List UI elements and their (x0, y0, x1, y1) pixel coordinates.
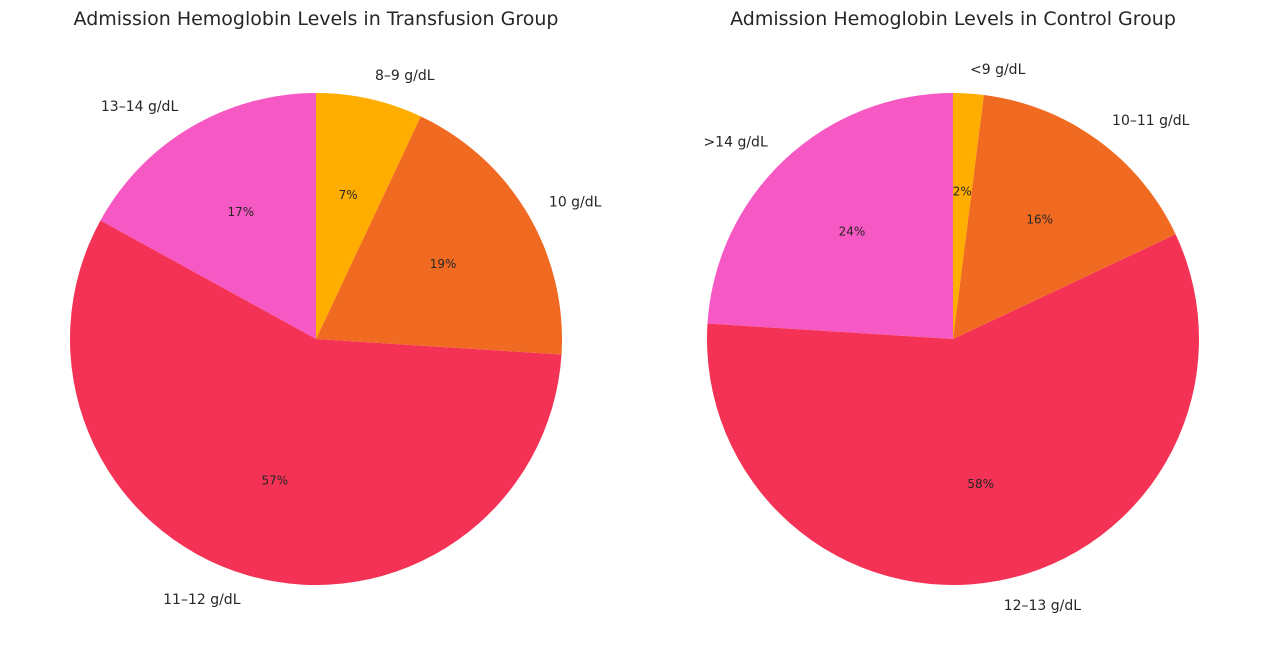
transfusion-slice-2 (69, 220, 562, 586)
control-category-label-3: 10–11 g/dL (1112, 113, 1190, 129)
transfusion-percent-label-4: 7% (339, 188, 358, 202)
transfusion-category-label-2: 11–12 g/dL (163, 592, 241, 608)
transfusion-category-label-3: 10 g/dL (549, 194, 602, 210)
chart-title-control: Admission Hemoglobin Levels in Control G… (730, 8, 1176, 30)
control-percent-label-3: 16% (1026, 213, 1053, 227)
transfusion-percent-label-3: 19% (430, 257, 457, 271)
control-percent-label-1: 24% (839, 224, 866, 238)
transfusion-percent-label-1: 17% (228, 205, 255, 219)
control-slice-1 (707, 93, 953, 339)
transfusion-slice-1 (100, 93, 316, 339)
control-slice-2 (707, 234, 1199, 585)
transfusion-pie-chart: Admission Hemoglobin Levels in Transfusi… (69, 8, 602, 608)
control-category-label-4: <9 g/dL (970, 62, 1026, 78)
control-pie-chart: Admission Hemoglobin Levels in Control G… (703, 8, 1199, 614)
control-category-label-1: >14 g/dL (703, 135, 767, 151)
transfusion-category-label-4: 8–9 g/dL (375, 68, 435, 84)
transfusion-percent-label-2: 57% (261, 474, 288, 488)
transfusion-slice-4 (316, 93, 421, 339)
transfusion-category-label-1: 13–14 g/dL (101, 99, 179, 115)
control-slice-4 (953, 93, 984, 339)
control-category-label-2: 12–13 g/dL (1004, 598, 1082, 614)
transfusion-slice-3 (316, 116, 562, 355)
chart-title-transfusion: Admission Hemoglobin Levels in Transfusi… (74, 8, 559, 30)
control-percent-label-2: 58% (967, 477, 994, 491)
control-slice-3 (953, 94, 1176, 339)
control-percent-label-4: 2% (953, 185, 972, 199)
